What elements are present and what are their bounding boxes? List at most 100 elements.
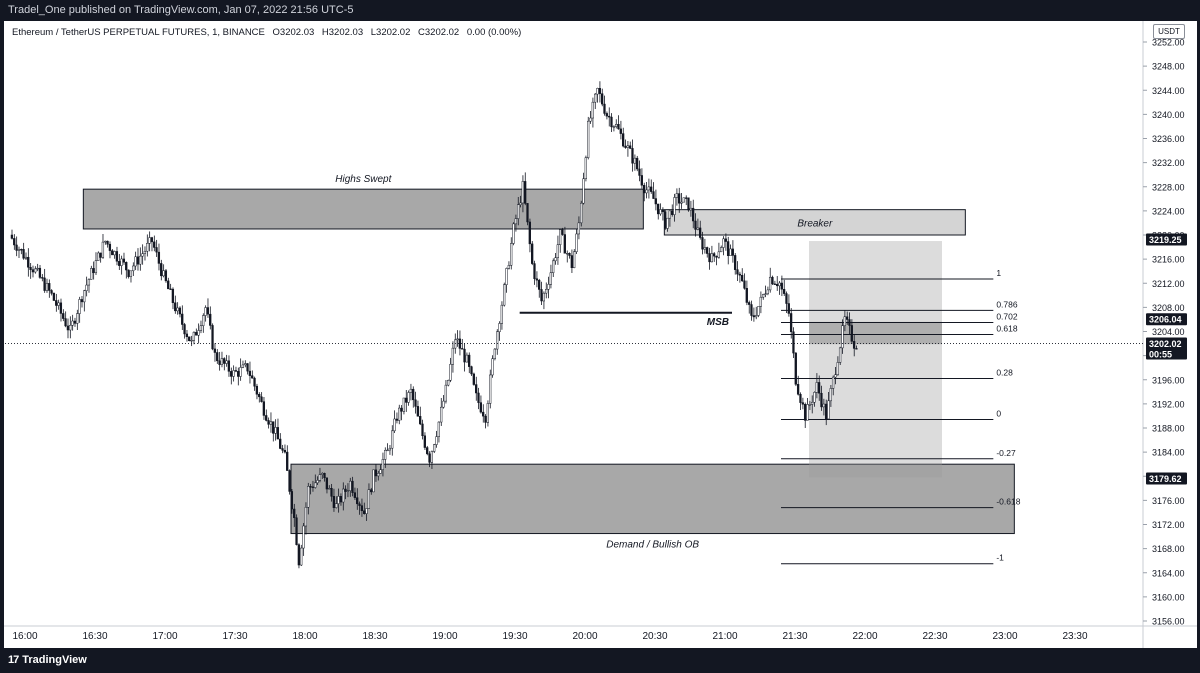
candle-body: [213, 348, 217, 353]
candle-body: [328, 487, 331, 490]
candle-body: [549, 272, 552, 285]
candle-body: [15, 244, 18, 251]
position-box: [809, 241, 942, 478]
candle-body: [468, 354, 471, 367]
x-tick-label: 16:30: [82, 631, 107, 642]
candle-body: [848, 319, 851, 326]
candle-body: [587, 120, 590, 158]
candle-body: [143, 250, 147, 254]
candle-body: [740, 274, 744, 282]
candle-body: [169, 288, 172, 290]
candle-body: [566, 253, 569, 255]
candle-body: [796, 384, 800, 395]
candle-body: [150, 237, 154, 243]
candle-body: [633, 157, 636, 164]
candle-body: [792, 331, 795, 354]
candle-body: [20, 249, 23, 251]
candle-body: [87, 279, 91, 286]
candle-body: [358, 503, 361, 506]
tradingview-logo[interactable]: 17 TradingView: [8, 654, 87, 666]
candle-body: [101, 241, 105, 258]
candle-body: [99, 252, 102, 258]
candle-body: [656, 203, 660, 215]
chart-panel[interactable]: [4, 21, 1197, 648]
candle-body: [486, 403, 489, 423]
candle-body: [45, 283, 49, 291]
candle-body: [766, 289, 769, 295]
candle-body: [384, 450, 387, 460]
candle-body: [556, 244, 559, 258]
candle-body: [717, 251, 720, 258]
candle-body: [733, 255, 737, 270]
candle-body: [850, 325, 853, 342]
candle-body: [146, 243, 149, 252]
candle-body: [325, 477, 329, 490]
candle-body: [419, 416, 422, 425]
candle-body: [698, 227, 702, 238]
candle-body: [283, 450, 287, 453]
footer-bar: 17 TradingView: [0, 648, 1200, 673]
candle-body: [225, 360, 228, 364]
candle-body: [752, 315, 755, 318]
candle-body: [370, 489, 373, 493]
candle-body: [153, 241, 156, 248]
candle-body: [482, 411, 485, 417]
publisher-text: Tradel_One published on TradingView.com,…: [8, 4, 354, 16]
candle-body: [66, 325, 70, 331]
candle-body: [83, 290, 86, 303]
candle-body: [647, 186, 650, 191]
candle-body: [52, 293, 56, 301]
zone-label: Demand / Bullish OB: [606, 540, 699, 551]
candle-body: [510, 243, 513, 266]
candle-body: [517, 204, 520, 219]
candle-body: [719, 247, 723, 253]
price-label-text: 3202.02: [1149, 339, 1182, 349]
candle-body: [456, 338, 459, 341]
candle-body: [111, 250, 114, 256]
candle-body: [782, 288, 786, 294]
candle-body: [433, 444, 436, 452]
candle-body: [41, 277, 44, 279]
candle-body: [190, 340, 193, 342]
symbol-title[interactable]: Ethereum / TetherUS PERPETUAL FUTURES, 1…: [12, 27, 265, 38]
candle-body: [677, 193, 681, 204]
candle-body: [563, 234, 566, 254]
candle-body: [10, 234, 14, 239]
candle-body: [216, 352, 219, 362]
candle-body: [262, 401, 266, 416]
candle-body: [540, 289, 543, 302]
currency-button[interactable]: USDT: [1153, 24, 1185, 39]
fib-label: -0.618: [996, 497, 1020, 507]
candle-body: [307, 486, 310, 508]
candle-body: [232, 370, 235, 377]
candle-body: [635, 157, 639, 170]
candle-body: [475, 384, 478, 394]
y-tick-label: 3156.00: [1152, 617, 1185, 627]
candle-body: [710, 253, 713, 263]
candle-body: [715, 255, 718, 258]
candle-body: [598, 88, 601, 94]
candle-body: [136, 256, 140, 265]
candle-body: [204, 307, 207, 316]
candle-body: [430, 451, 433, 463]
candle-body: [174, 302, 177, 312]
candle-body: [386, 449, 389, 452]
candle-body: [447, 380, 450, 386]
candle-body: [183, 324, 186, 335]
ohlc-low: L3202.02: [370, 27, 411, 38]
x-tick-label: 20:30: [642, 631, 667, 642]
fib-label: 0: [996, 409, 1001, 419]
candle-body: [614, 124, 618, 127]
candle-body: [612, 126, 615, 128]
candle-body: [118, 261, 121, 266]
y-tick-label: 3164.00: [1152, 568, 1185, 578]
candle-body: [617, 124, 620, 130]
candle-body: [17, 249, 21, 251]
zone-rect: [663, 209, 966, 236]
candle-body: [323, 473, 326, 479]
fib-label: 0.702: [996, 311, 1018, 321]
candle-body: [498, 323, 501, 333]
candle-body: [705, 247, 709, 254]
fib-label: 1: [996, 268, 1001, 278]
